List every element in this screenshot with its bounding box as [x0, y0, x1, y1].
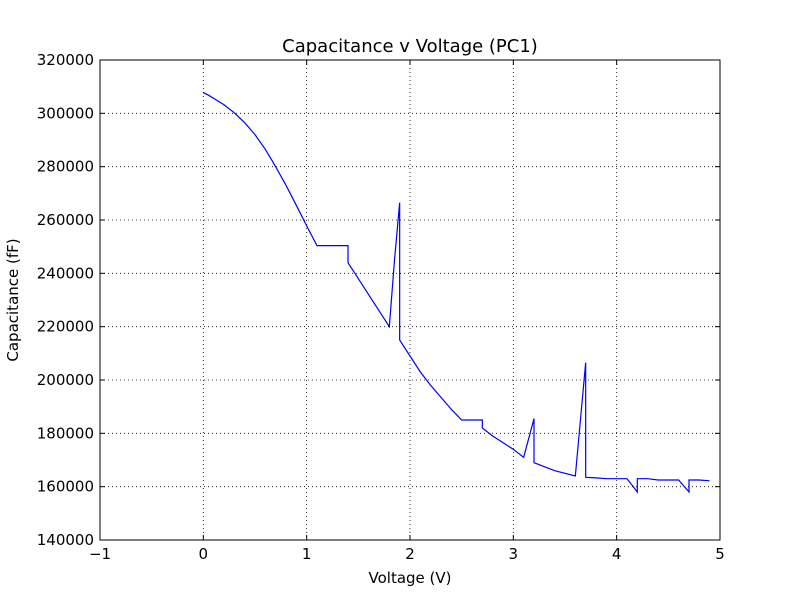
- axis-ticks: −1 0 1 2 3 4 5 140000 160000 180000 200000 220000 24…: [37, 51, 725, 563]
- y-tick-label: 280000: [37, 158, 94, 176]
- y-tick-label: 200000: [37, 371, 94, 389]
- y-tick-label: 180000: [37, 424, 94, 442]
- y-tick-label: 240000: [37, 264, 94, 282]
- grid-lines: [100, 60, 720, 540]
- chart-title: Capacitance v Voltage (PC1): [282, 36, 538, 57]
- y-axis-label: Capacitance (fF): [4, 238, 22, 361]
- y-tick-label: 260000: [37, 211, 94, 229]
- x-axis-label: Voltage (V): [369, 569, 452, 587]
- y-tick-label: 140000: [37, 531, 94, 549]
- y-tick-label: 320000: [37, 51, 94, 69]
- y-tick-label: 300000: [37, 104, 94, 122]
- data-series: [203, 91, 710, 494]
- x-tick-label: 5: [715, 545, 725, 563]
- series-line: [203, 91, 710, 494]
- x-tick-label: −1: [89, 545, 111, 563]
- x-tick-label: 3: [509, 545, 519, 563]
- x-tick-label: 0: [199, 545, 209, 563]
- x-tick-label: 1: [302, 545, 312, 563]
- y-tick-label: 220000: [37, 318, 94, 336]
- x-tick-label: 2: [405, 545, 415, 563]
- y-tick-label: 160000: [37, 478, 94, 496]
- x-tick-label: 4: [612, 545, 622, 563]
